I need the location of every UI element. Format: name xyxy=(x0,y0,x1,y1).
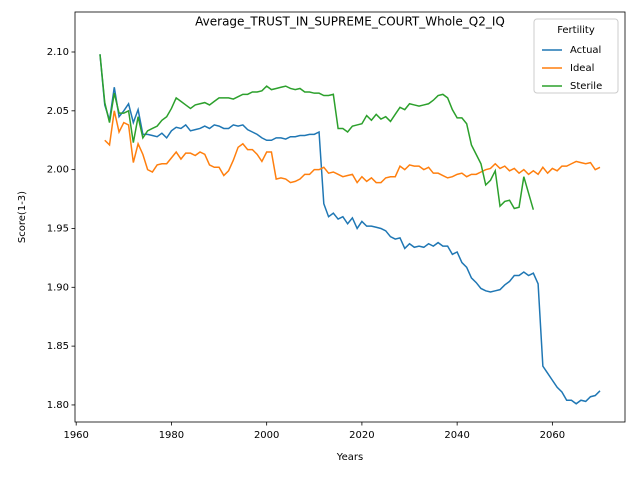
legend-label: Sterile xyxy=(570,81,602,92)
y-axis-label: Score(1-3) xyxy=(17,191,28,243)
line-series xyxy=(99,54,535,210)
chart-title: Average_TRUST_IN_SUPREME_COURT_Whole_Q2_… xyxy=(195,15,505,29)
x-tick-label: 2040 xyxy=(444,430,469,441)
x-tick-label: 2020 xyxy=(349,430,374,441)
x-tick-label: 2000 xyxy=(254,430,279,441)
axes-frame xyxy=(74,11,626,423)
x-axis-label: Years xyxy=(336,452,363,463)
legend-title: Fertility xyxy=(557,25,595,36)
y-tick-label: 1.90 xyxy=(47,282,69,293)
y-tick-label: 1.95 xyxy=(47,223,69,234)
y-tick-label: 1.85 xyxy=(47,341,69,352)
y-tick-label: 1.80 xyxy=(47,400,69,411)
line-series xyxy=(99,54,601,405)
legend-label: Actual xyxy=(570,45,601,56)
x-tick-label: 2060 xyxy=(540,430,565,441)
x-tick-label: 1960 xyxy=(63,430,88,441)
x-tick-label: 1980 xyxy=(159,430,184,441)
y-tick-label: 2.00 xyxy=(47,165,69,176)
y-tick-label: 2.10 xyxy=(47,47,69,58)
line-series xyxy=(104,110,601,184)
legend-box xyxy=(533,18,619,94)
legend-label: Ideal xyxy=(570,63,594,74)
y-tick-label: 2.05 xyxy=(47,106,69,117)
